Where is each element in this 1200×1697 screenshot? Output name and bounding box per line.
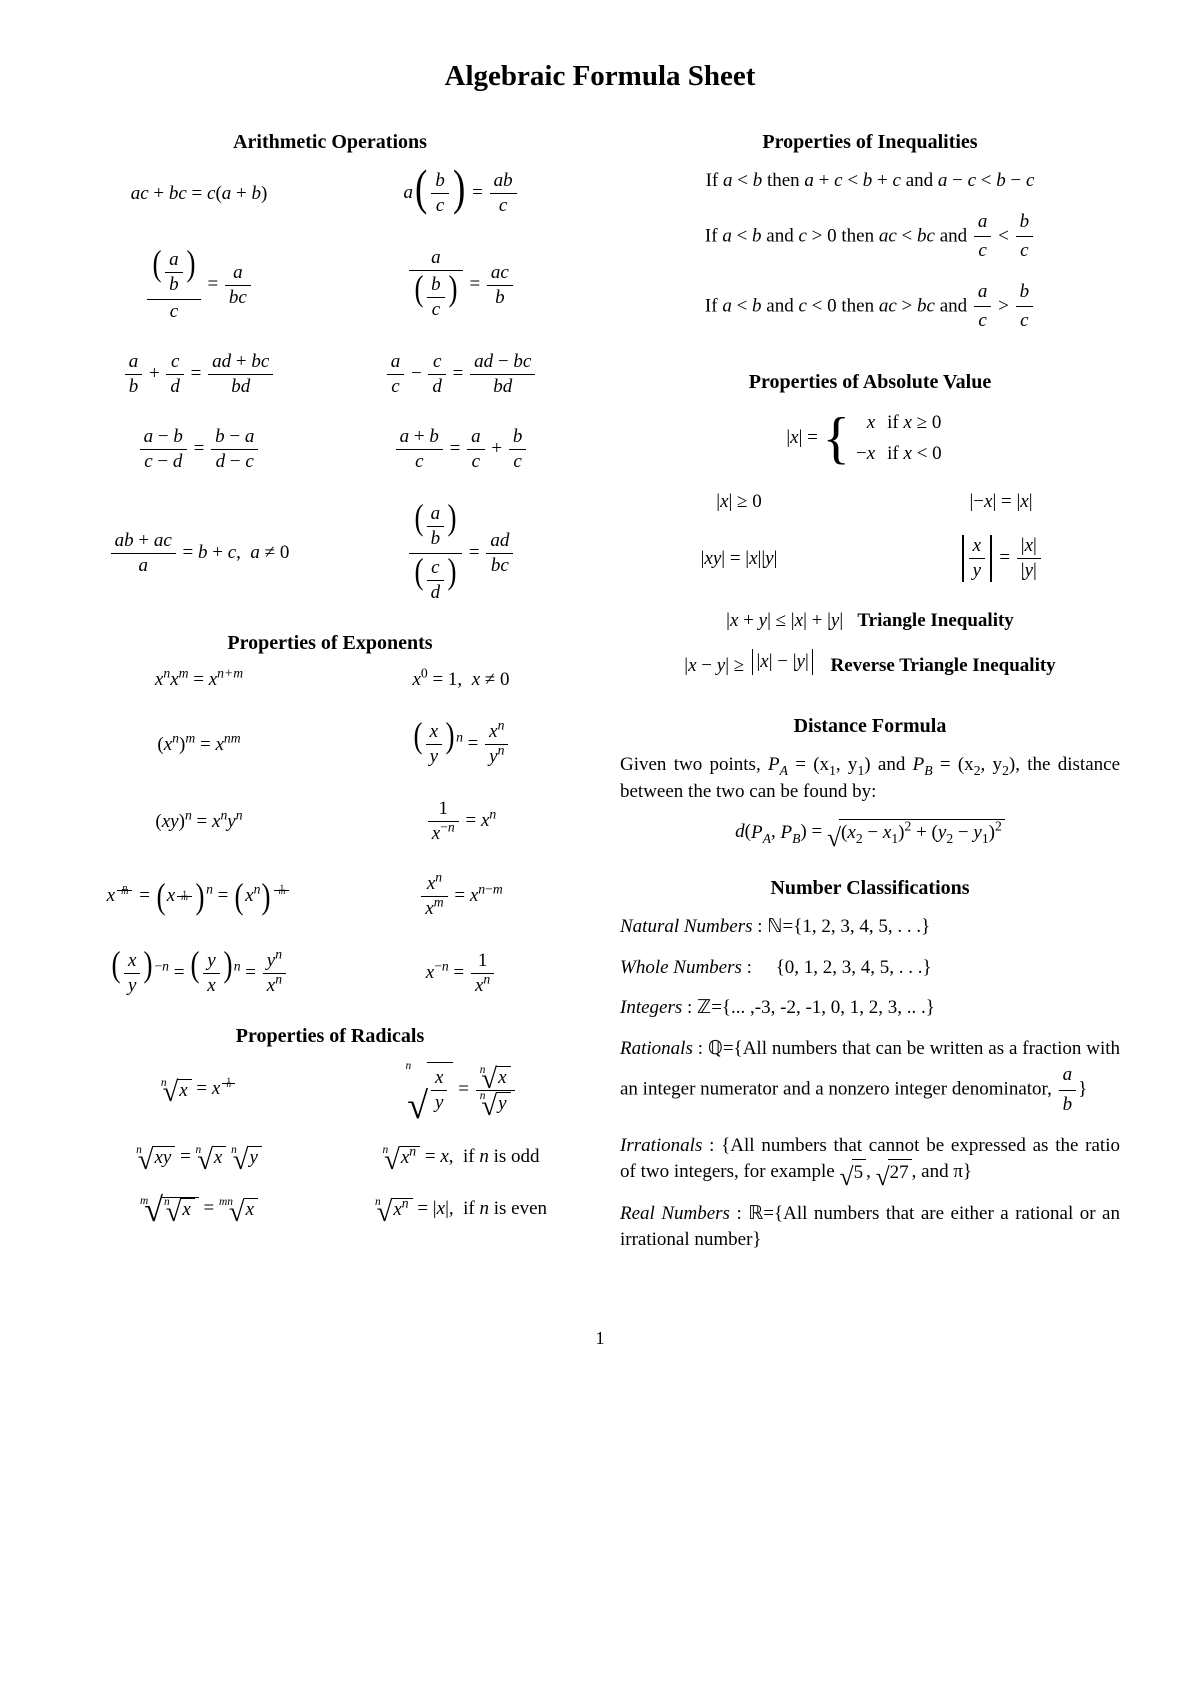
exponent-formulas: xnxm = xn+m x0 = 1, x ≠ 0 (xn)m = xnm (x…: [80, 669, 580, 999]
section-arithmetic: Arithmetic Operations: [80, 131, 580, 154]
abs-piecewise: |x| = {xif x ≥ 0−xif x < 0: [620, 408, 1120, 469]
formula: (xy)n = xnyn: [342, 719, 580, 770]
formula: ab + aca = b + c, a ≠ 0: [80, 530, 318, 577]
formula: xy = |x||y|: [882, 535, 1120, 582]
formula: xnm = (x1m)n = (xn)1m: [80, 880, 318, 913]
section-radicals: Properties of Radicals: [80, 1025, 580, 1048]
section-distance: Distance Formula: [620, 715, 1120, 738]
section-exponents: Properties of Exponents: [80, 632, 580, 655]
formula: a + bc = ac + bc: [342, 426, 580, 473]
formula: (xy)−n = (yx)n = ynxn: [80, 948, 318, 999]
formula: |x| ≥ 0: [620, 491, 858, 513]
formula: |−x| = |x|: [882, 491, 1120, 513]
formula: xnxm = xn+m: [80, 669, 318, 691]
irrationals: Irrationals : {All numbers that cannot b…: [620, 1133, 1120, 1187]
formula: xnxm = xn−m: [342, 873, 580, 920]
formula: n√xy = n√xn√y: [342, 1062, 580, 1118]
triangle-inequality: |x + y| ≤ |x| + |y| Triangle Inequality: [620, 608, 1120, 635]
distance-formula: d(PA, PB) = √(x2 − x1)2 + (y2 − y1)2: [620, 819, 1120, 847]
page-number: 1: [80, 1328, 1120, 1349]
distance-intro: Given two points, PA = (x1, y1) and PB =…: [620, 752, 1120, 805]
natural-numbers: Natural Numbers : ℕ={1, 2, 3, 4, 5, . . …: [620, 914, 1120, 941]
formula: (xn)m = xnm: [80, 734, 318, 756]
formula: (ab)(cd) = adbc: [342, 501, 580, 606]
formula: x0 = 1, x ≠ 0: [342, 669, 580, 691]
section-inequalities: Properties of Inequalities: [620, 131, 1120, 154]
formula: (ab)c = abc: [80, 247, 318, 323]
inequality-rule: If a < b then a + c < b + c and a − c < …: [620, 168, 1120, 195]
inequality-rule: If a < b and c > 0 then ac < bc and ac <…: [620, 209, 1120, 265]
radical-formulas: n√x = x1n n√xy = n√xn√y n√xy = n√x n√y n…: [80, 1062, 580, 1221]
rationals: Rationals : ℚ={All numbers that can be w…: [620, 1036, 1120, 1119]
formula: n√xn = |x|, if n is even: [342, 1198, 580, 1221]
formula: ab + cd = ad + bcbd: [80, 351, 318, 398]
formula: ac + bc = c(a + b): [80, 183, 318, 205]
integers: Integers : ℤ={... ,-3, -2, -1, 0, 1, 2, …: [620, 995, 1120, 1022]
formula: n√x = x1n: [80, 1078, 318, 1101]
formula: m√n√x = mn√x: [80, 1197, 318, 1221]
reverse-triangle-inequality: |x − y| ≥ |x| − |y| Reverse Triangle Ine…: [620, 649, 1120, 679]
formula: n√xn = x, if n is odd: [342, 1146, 580, 1169]
left-column: Arithmetic Operations ac + bc = c(a + b)…: [80, 121, 580, 1268]
formula: a − bc − d = b − ad − c: [80, 426, 318, 473]
formula: a(bc) = abc: [342, 168, 580, 219]
two-column-layout: Arithmetic Operations ac + bc = c(a + b)…: [80, 121, 1120, 1268]
section-number-class: Number Classifications: [620, 877, 1120, 900]
formula: n√xy = n√x n√y: [80, 1146, 318, 1169]
real-numbers: Real Numbers : ℝ={All numbers that are e…: [620, 1201, 1120, 1254]
formula: (xy)n = xnyn: [80, 811, 318, 833]
section-absolute-value: Properties of Absolute Value: [620, 371, 1120, 394]
formula: |xy| = |x||y|: [620, 548, 858, 570]
formula: ac − cd = ad − bcbd: [342, 351, 580, 398]
formula: 1x−n = xn: [342, 798, 580, 845]
formula: a(bc) = acb: [342, 247, 580, 323]
arithmetic-formulas: ac + bc = c(a + b) a(bc) = abc (ab)c = a…: [80, 168, 580, 606]
inequality-rule: If a < b and c < 0 then ac > bc and ac >…: [620, 279, 1120, 335]
whole-numbers: Whole Numbers : {0, 1, 2, 3, 4, 5, . . .…: [620, 955, 1120, 982]
formula: x−n = 1xn: [342, 950, 580, 997]
abs-formulas: |x| ≥ 0 |−x| = |x| |xy| = |x||y| xy = |x…: [620, 491, 1120, 582]
page-title: Algebraic Formula Sheet: [80, 60, 1120, 93]
right-column: Properties of Inequalities If a < b then…: [620, 121, 1120, 1268]
